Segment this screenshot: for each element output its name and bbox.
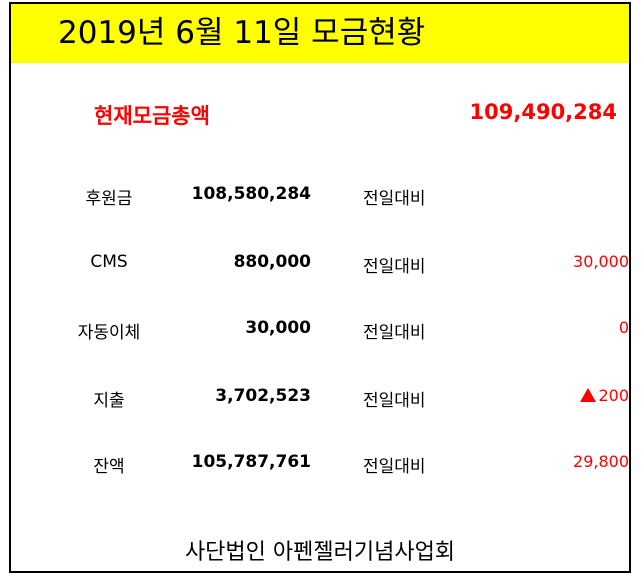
row-compare-label: 전일대비 bbox=[363, 391, 426, 411]
row-compare-label: 전일대비 bbox=[363, 189, 426, 209]
row-label: CMS bbox=[90, 252, 128, 272]
row-delta: 0 bbox=[618, 318, 629, 337]
row-delta: 30,000 bbox=[573, 252, 629, 271]
row-compare-label: 전일대비 bbox=[363, 257, 426, 277]
page-title: 2019년 6월 11일 모금현황 bbox=[58, 15, 426, 51]
row-amount: 30,000 bbox=[245, 318, 311, 338]
total-amount-value: 109,490,284 bbox=[469, 100, 617, 124]
table-row: 지출 3,702,523 전일대비 200 bbox=[11, 386, 629, 416]
row-amount: 3,702,523 bbox=[215, 386, 311, 406]
table-row: 후원금 108,580,284 전일대비 bbox=[11, 184, 629, 214]
table-row: CMS 880,000 전일대비 30,000 bbox=[11, 252, 629, 282]
total-amount-label: 현재모금총액 bbox=[94, 104, 210, 128]
row-label: 지출 bbox=[93, 391, 125, 411]
row-label: 자동이체 bbox=[77, 323, 141, 343]
fundraising-status-sheet: 2019년 6월 11일 모금현황 현재모금총액 109,490,284 후원금… bbox=[9, 2, 631, 573]
row-delta-increase: 200 bbox=[580, 386, 629, 405]
row-amount: 880,000 bbox=[233, 252, 311, 272]
row-delta: 29,800 bbox=[573, 452, 629, 471]
row-compare-label: 전일대비 bbox=[363, 457, 426, 477]
row-compare-label: 전일대비 bbox=[363, 323, 426, 343]
table-row: 잔액 105,787,761 전일대비 29,800 bbox=[11, 452, 629, 482]
row-amount: 108,580,284 bbox=[191, 184, 311, 204]
row-label: 잔액 bbox=[93, 457, 125, 477]
organization-name: 사단법인 아펜젤러기념사업회 bbox=[184, 540, 456, 565]
title-bar: 2019년 6월 11일 모금현황 bbox=[11, 4, 629, 63]
up-triangle-icon bbox=[580, 388, 597, 402]
table-row: 자동이체 30,000 전일대비 0 bbox=[11, 318, 629, 348]
row-label: 후원금 bbox=[85, 189, 133, 209]
row-amount: 105,787,761 bbox=[191, 452, 311, 472]
row-delta-value: 200 bbox=[598, 386, 629, 405]
